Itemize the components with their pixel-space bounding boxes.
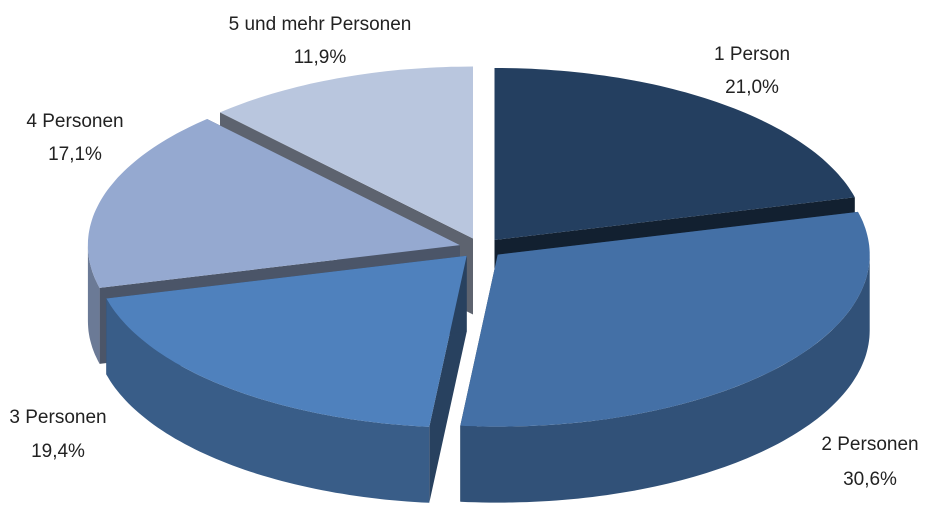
slice bbox=[494, 68, 855, 240]
slice bbox=[87, 119, 460, 288]
slice-label: 1 Person bbox=[714, 44, 790, 65]
slice-outer-wall bbox=[106, 298, 430, 503]
slice-value-label: 19,4% bbox=[31, 441, 85, 462]
slice-label: 2 Personen bbox=[821, 434, 918, 455]
slice-label: 3 Personen bbox=[9, 407, 106, 428]
slice bbox=[220, 66, 473, 239]
slice-value-label: 21,0% bbox=[725, 77, 779, 98]
slice-tops bbox=[87, 66, 870, 427]
slice-outer-wall bbox=[87, 245, 100, 364]
slice-label: 4 Personen bbox=[26, 111, 123, 132]
slice-value-label: 30,6% bbox=[843, 469, 897, 490]
slice-value-label: 11,9% bbox=[294, 47, 347, 68]
slice bbox=[106, 255, 467, 427]
slice-label: 5 und mehr Personen bbox=[229, 14, 412, 35]
slice bbox=[460, 211, 870, 427]
slice-outer-wall bbox=[460, 254, 870, 503]
slice-value-label: 17,1% bbox=[48, 144, 102, 165]
